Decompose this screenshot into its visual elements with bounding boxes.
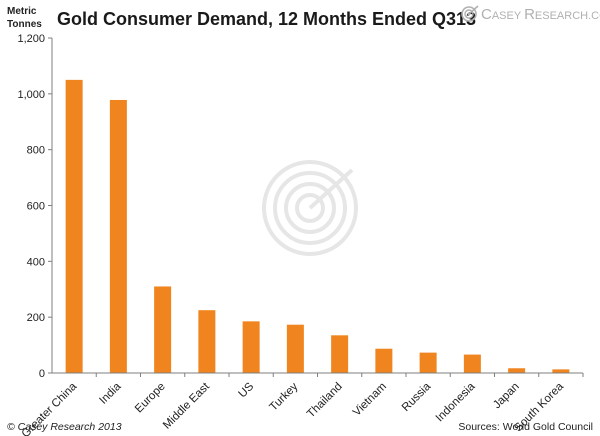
- logo-wordmark: CASEY RESEARCH.COM: [481, 6, 600, 23]
- y-tick-label: 0: [39, 368, 45, 380]
- y-tick-label: 200: [27, 312, 45, 324]
- bar-japan: [508, 368, 526, 373]
- y-tick-label: 400: [27, 256, 45, 268]
- x-category-label: Turkey: [267, 380, 300, 413]
- bar-greater-china: [65, 79, 83, 373]
- x-category-label: US: [236, 380, 256, 400]
- bars: [65, 79, 570, 373]
- chart-title: Gold Consumer Demand, 12 Months Ended Q3…: [57, 9, 476, 29]
- y-tick-labels: 0 200 400 600 800 1,000 1,200: [17, 33, 45, 380]
- y-unit-label-line2: Tonnes: [7, 19, 42, 30]
- y-unit-label-line1: Metric: [7, 6, 37, 17]
- x-category-label: India: [97, 380, 124, 407]
- y-tick-label: 1,200: [17, 33, 45, 45]
- casey-research-logo: CASEY RESEARCH.COM: [461, 5, 600, 23]
- bar-indonesia: [463, 354, 481, 373]
- x-category-label: Middle East: [161, 380, 213, 432]
- x-category-label: Thailand: [305, 381, 345, 421]
- x-category-label: Europe: [133, 381, 168, 416]
- y-tick-label: 600: [27, 201, 45, 213]
- x-category-label: Vietnam: [351, 381, 389, 419]
- x-category-label: Indonesia: [434, 380, 478, 424]
- bar-europe: [154, 286, 172, 373]
- y-tick-label: 1,000: [17, 89, 45, 101]
- axes: [48, 37, 584, 377]
- target-swirl-icon: [461, 5, 479, 22]
- copyright-text: © Casey Research 2013: [7, 421, 122, 433]
- bar-us: [242, 321, 260, 373]
- bar-india: [109, 99, 127, 373]
- x-category-label: Japan: [491, 381, 522, 412]
- bar-thailand: [331, 335, 349, 373]
- bar-turkey: [286, 324, 304, 373]
- x-category-label: Russia: [400, 380, 434, 414]
- y-tick-label: 800: [27, 145, 45, 157]
- watermark-swirl-icon: [262, 160, 358, 256]
- bar-vietnam: [375, 348, 393, 373]
- bar-south-korea: [552, 369, 570, 373]
- source-text: Sources: World Gold Council: [458, 421, 593, 433]
- bar-russia: [419, 352, 437, 373]
- bar-middle-east: [198, 310, 216, 373]
